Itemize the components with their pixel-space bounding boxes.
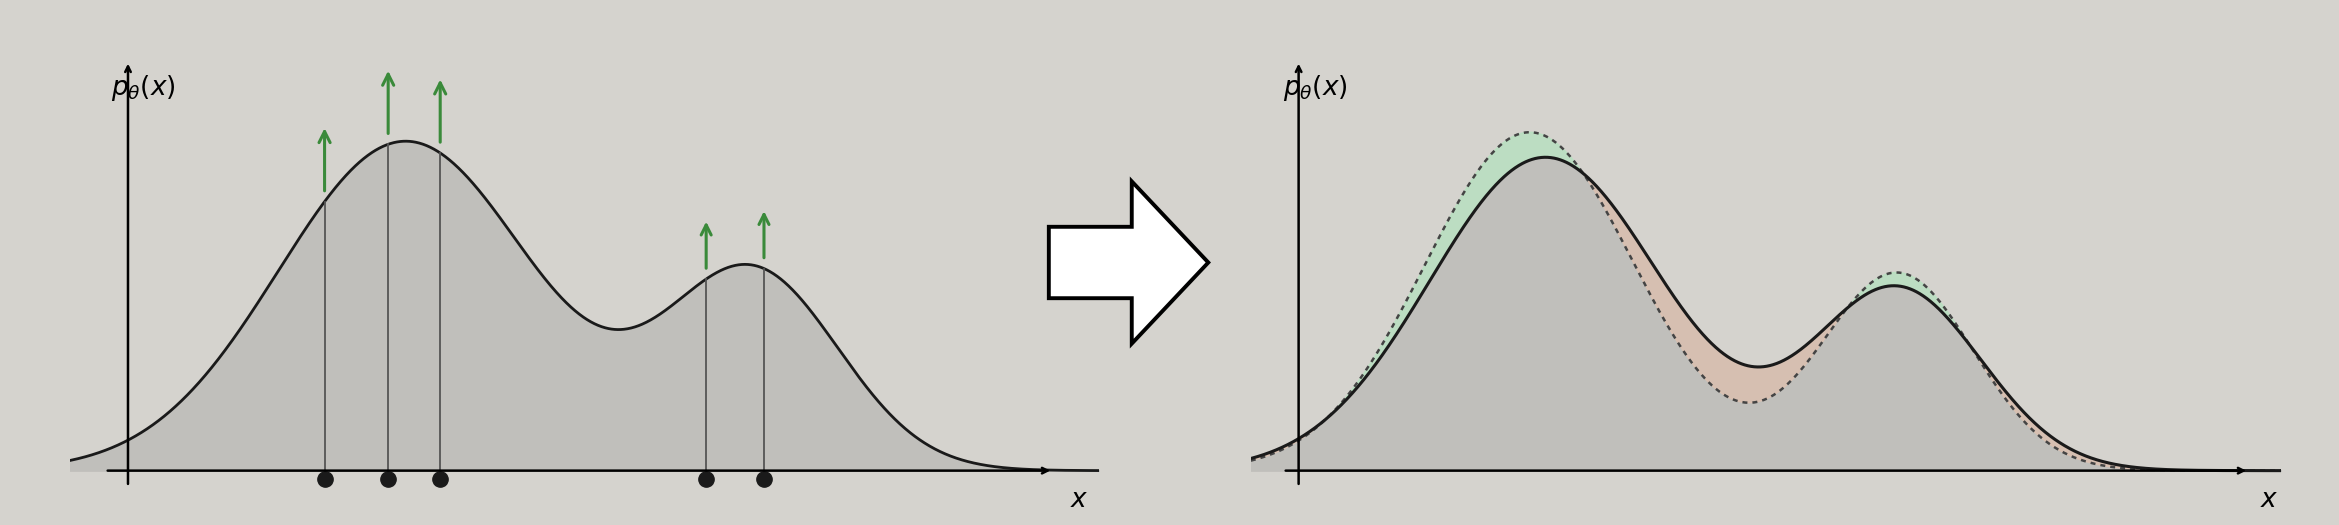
Text: $x$: $x$ (1071, 487, 1090, 513)
Polygon shape (1048, 181, 1209, 344)
Text: $p_\theta(x)$: $p_\theta(x)$ (110, 73, 175, 103)
Text: $x$: $x$ (2259, 487, 2278, 513)
Text: $p_\theta(x)$: $p_\theta(x)$ (1282, 73, 1347, 103)
